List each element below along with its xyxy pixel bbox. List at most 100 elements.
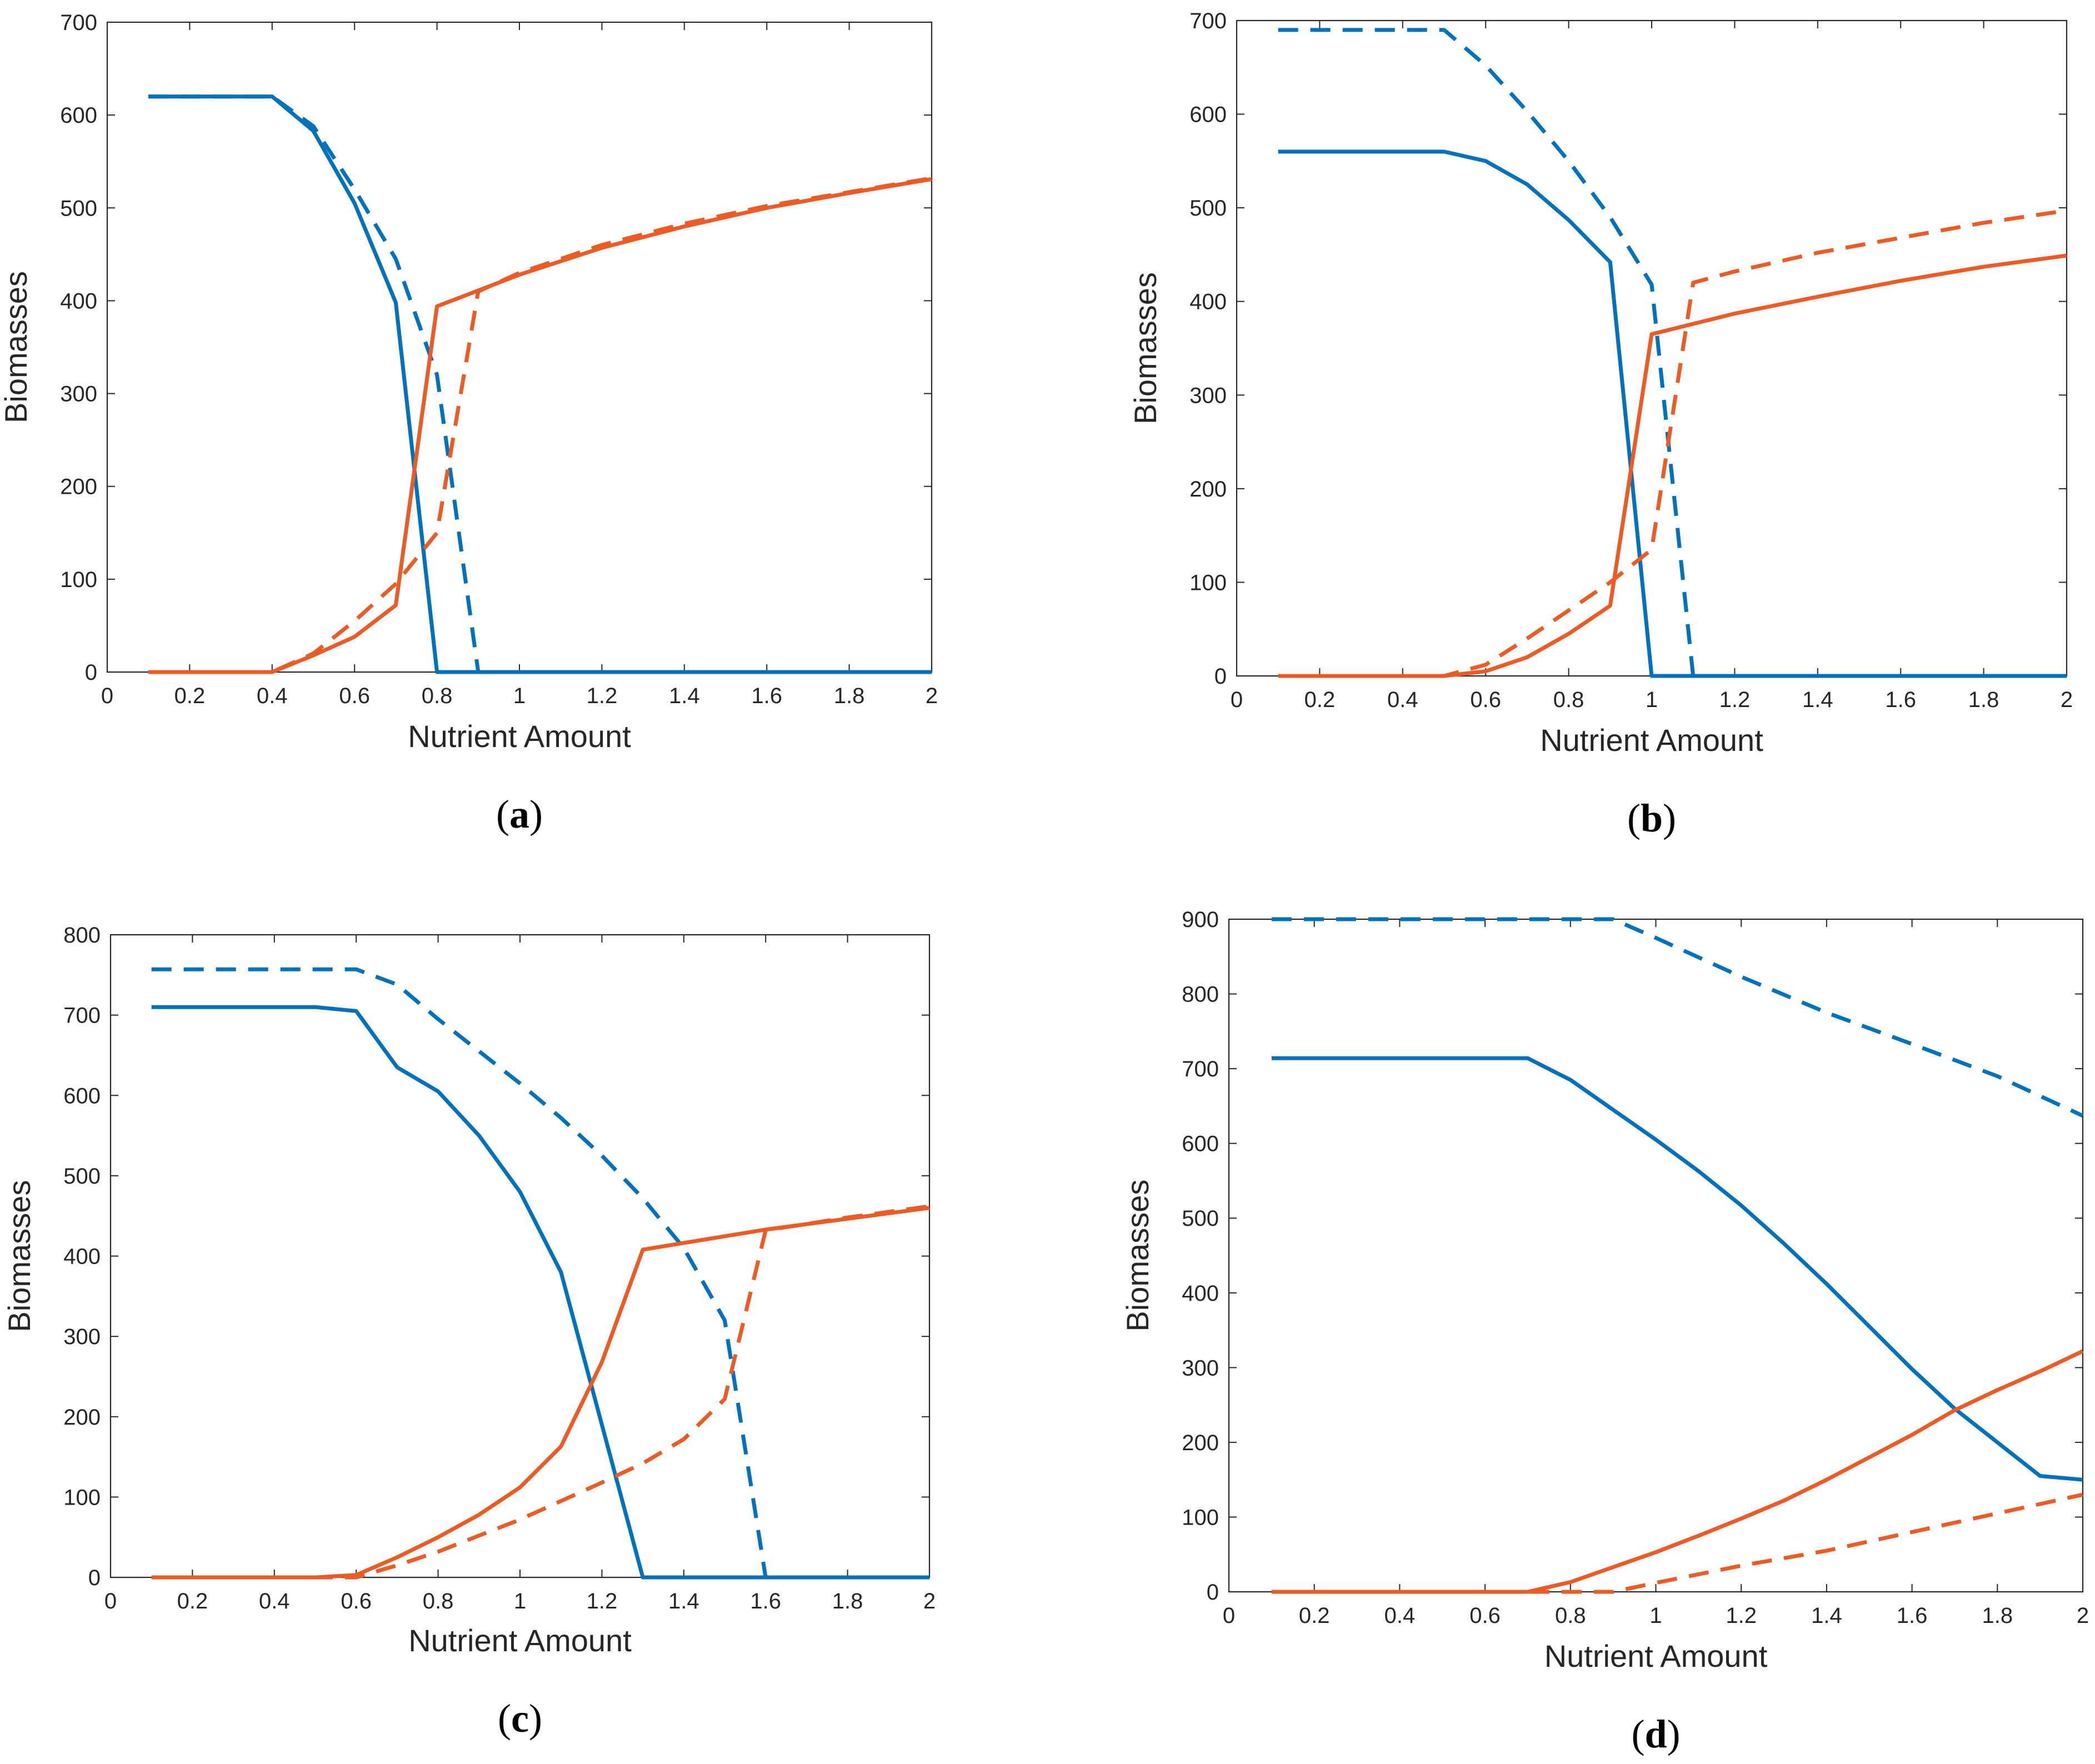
y-tick-label: 600 (63, 1084, 101, 1108)
y-tick-label: 100 (63, 1485, 101, 1510)
y-tick-label: 600 (60, 103, 97, 128)
y-tick-label: 900 (1182, 908, 1219, 932)
series-line-blue-solid (1278, 149, 2067, 678)
x-tick-label: 0 (1223, 1603, 1235, 1628)
y-tick-label: 0 (88, 1566, 101, 1590)
x-tick-label: 0.8 (423, 1589, 454, 1613)
y-axis-title: Biomasses (0, 271, 33, 423)
y-tick-label: 400 (1182, 1281, 1219, 1306)
y-tick-label: 200 (63, 1405, 101, 1430)
chart-panel-c: 0 0.2 0.4 0.6 0.8 1 1.2 1.4 1.6 1.8 2 0 100 200 300 400… (0, 882, 1047, 1764)
y-tick-label: 700 (1182, 1057, 1219, 1081)
y-axis-title: Biomasses (2, 1180, 37, 1332)
x-tick-label: 1.6 (750, 1589, 781, 1613)
x-tick-label: 2 (2061, 688, 2073, 712)
x-tick-label: 1.2 (1726, 1603, 1757, 1628)
x-tick-label: 2 (926, 684, 938, 708)
chart-b-svg: 0 0.2 0.4 0.6 0.8 1 1.2 1.4 1.6 1.8 2 0 100 200 300 400… (1128, 9, 2073, 840)
series-line-blue-dashed (148, 94, 932, 674)
y-tick-label: 100 (1189, 570, 1227, 595)
panel-caption: (b) (1627, 796, 1676, 840)
x-tick-label: 0.6 (1469, 1603, 1501, 1628)
x-tick-label: 0.2 (174, 684, 206, 708)
series-line-blue-solid (148, 94, 932, 674)
plot-area-frame (109, 934, 931, 1578)
y-tick-label: 500 (1182, 1206, 1219, 1231)
x-tick-label: 0.8 (422, 684, 453, 708)
x-tick-label: 1.8 (834, 684, 865, 708)
x-tick-label: 0.2 (177, 1589, 208, 1613)
plot-area-frame (1228, 918, 2084, 1593)
y-tick-label: 800 (1182, 983, 1219, 1007)
series-line-orange-solid (151, 1206, 930, 1580)
x-tick-label: 1.4 (1802, 688, 1833, 712)
plot-area-frame (106, 21, 933, 673)
x-tick-label: 1.6 (1885, 688, 1916, 712)
y-tick-label: 200 (60, 475, 97, 499)
series-line-blue-dashed (1271, 917, 2084, 1118)
x-tick-label: 0.8 (1553, 688, 1584, 712)
series-line-orange-solid (1278, 253, 2067, 678)
series-line-blue-dashed (1278, 28, 2067, 678)
y-tick-label: 0 (85, 660, 97, 685)
panel-caption: (a) (496, 792, 543, 836)
series-line-blue-dashed (151, 967, 929, 1580)
y-tick-label: 400 (60, 289, 97, 313)
x-tick-label: 1.8 (1968, 688, 1999, 712)
y-tick-label: 0 (1207, 1580, 1219, 1605)
x-tick-label: 1 (513, 684, 526, 708)
y-tick-label: 300 (60, 382, 97, 407)
series-line-orange-dashed (1278, 208, 2067, 678)
x-axis-title: Nutrient Amount (408, 1623, 632, 1658)
y-tick-label: 200 (1189, 477, 1227, 502)
series-line-orange-dashed (148, 176, 932, 674)
x-tick-label: 1.2 (1719, 688, 1751, 712)
x-tick-label: 0.2 (1299, 1603, 1330, 1628)
y-tick-label: 400 (63, 1245, 101, 1269)
panel-caption: (d) (1631, 1712, 1680, 1756)
x-tick-label: 0 (104, 1589, 117, 1613)
x-tick-label: 0.2 (1304, 688, 1336, 712)
x-tick-label: 2 (2077, 1603, 2089, 1628)
panel-caption: (c) (498, 1696, 542, 1741)
x-tick-label: 1.4 (668, 1589, 699, 1613)
plot-area-frame (1236, 19, 2068, 677)
x-tick-label: 1 (1646, 688, 1658, 712)
x-tick-label: 1.4 (669, 684, 700, 708)
series-line-blue-solid (1271, 1056, 2083, 1482)
x-tick-label: 0.4 (259, 1589, 290, 1613)
x-tick-label: 0.4 (1384, 1603, 1416, 1628)
y-axis-title: Biomasses (1128, 272, 1163, 424)
x-tick-label: 1 (1649, 1603, 1662, 1628)
y-tick-label: 700 (1189, 9, 1227, 33)
x-tick-label: 1 (514, 1589, 526, 1613)
x-tick-label: 1.2 (587, 1589, 618, 1613)
y-tick-label: 700 (60, 11, 97, 35)
y-tick-label: 300 (1189, 383, 1227, 408)
y-tick-label: 600 (1182, 1132, 1219, 1156)
y-tick-label: 600 (1189, 103, 1227, 127)
x-tick-label: 1.8 (1982, 1603, 2013, 1628)
y-tick-label: 500 (60, 196, 97, 220)
y-tick-label: 100 (1182, 1505, 1219, 1530)
y-tick-label: 0 (1214, 664, 1227, 689)
x-tick-label: 0.6 (1470, 688, 1501, 712)
x-tick-label: 0.6 (341, 1589, 372, 1613)
x-axis-title: Nutrient Amount (408, 719, 631, 754)
chart-a-svg: 0 0.2 0.4 0.6 0.8 1 1.2 1.4 1.6 1.8 2 0 100 200 300 400… (0, 11, 938, 836)
series-line-orange-solid (1271, 1349, 2084, 1594)
y-tick-label: 400 (1189, 290, 1227, 314)
series-line-orange-dashed (1271, 1492, 2083, 1594)
x-tick-label: 1.8 (832, 1589, 863, 1613)
y-tick-label: 500 (63, 1164, 101, 1189)
y-axis-title: Biomasses (1120, 1180, 1155, 1332)
chart-panel-d: 0 0.2 0.4 0.6 0.8 1 1.2 1.4 1.6 1.8 2 0 100 200 300 400… (1047, 882, 2095, 1764)
y-tick-label: 100 (60, 568, 97, 592)
y-tick-label: 200 (1182, 1431, 1219, 1455)
x-tick-label: 1.4 (1811, 1603, 1842, 1628)
chart-d-svg: 0 0.2 0.4 0.6 0.8 1 1.2 1.4 1.6 1.8 2 0 100 200 300 400… (1120, 908, 2089, 1756)
y-tick-label: 300 (63, 1325, 101, 1349)
y-tick-label: 700 (63, 1004, 101, 1028)
chart-panel-b: 0 0.2 0.4 0.6 0.8 1 1.2 1.4 1.6 1.8 2 0 100 200 300 400… (1047, 0, 2095, 882)
x-tick-label: 0 (1231, 688, 1243, 712)
